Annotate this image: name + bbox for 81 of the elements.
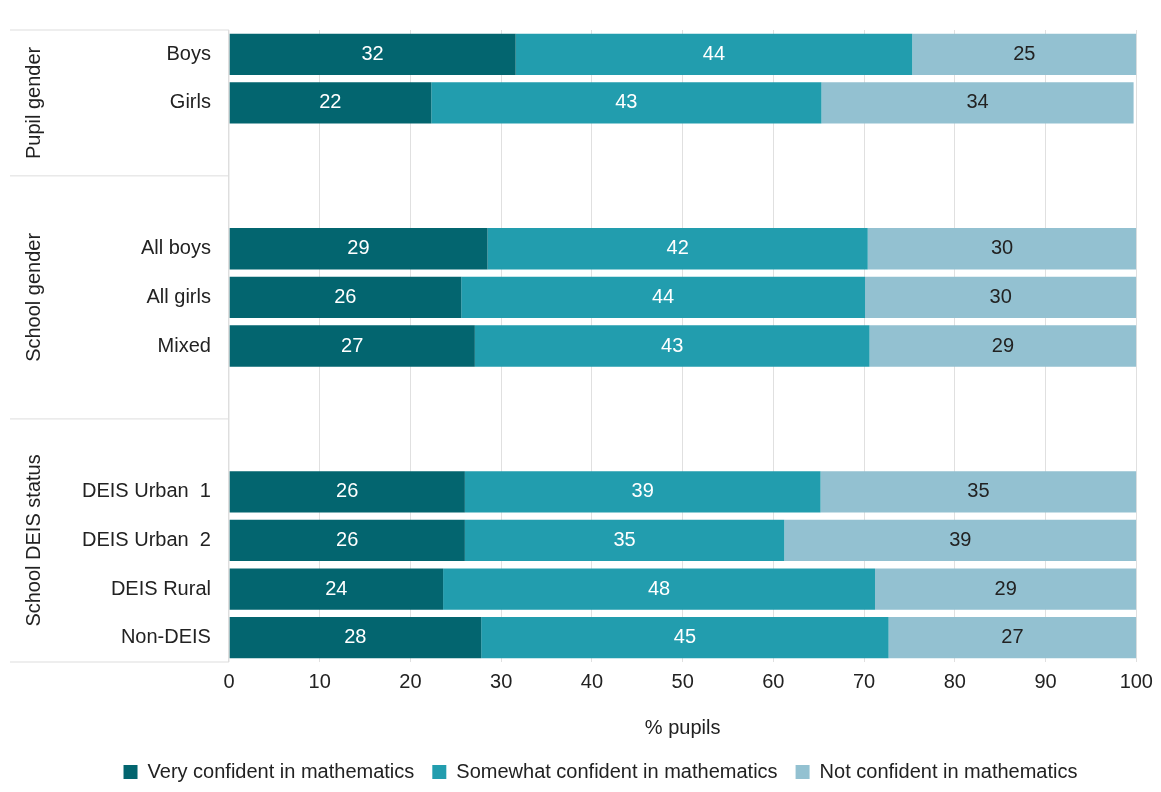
x-tick-label: 10 xyxy=(308,669,331,692)
data-label: 29 xyxy=(991,333,1015,356)
data-label: 48 xyxy=(647,576,671,599)
data-label: 25 xyxy=(1013,41,1036,64)
bar xyxy=(515,33,913,75)
bar xyxy=(229,568,444,610)
x-tick-label: 70 xyxy=(852,669,876,692)
y-tick-label: Mixed xyxy=(157,333,211,356)
legend-label: Very confident in mathematics xyxy=(147,759,415,782)
y-tick-label: All boys xyxy=(140,236,211,259)
bar xyxy=(821,82,1134,124)
legend-label: Not confident in mathematics xyxy=(819,759,1078,782)
bar xyxy=(229,228,488,270)
bar xyxy=(229,325,475,367)
data-label: 27 xyxy=(1001,625,1024,648)
data-label: 43 xyxy=(615,90,638,113)
x-tick-label: 60 xyxy=(762,669,785,692)
data-label: 24 xyxy=(325,576,348,599)
data-label: 29 xyxy=(347,236,370,259)
bar xyxy=(865,276,1137,319)
bar xyxy=(229,617,482,659)
bar xyxy=(481,617,889,659)
data-label: 43 xyxy=(661,333,684,356)
x-tick-label: 90 xyxy=(1034,669,1057,692)
data-label: 26 xyxy=(336,527,359,550)
bar xyxy=(867,228,1137,270)
text: Pupil gender xyxy=(21,46,44,160)
data-label: 32 xyxy=(361,41,384,64)
x-tick-label: 80 xyxy=(943,669,966,692)
bar xyxy=(229,82,432,124)
y-tick-label: DEIS Rural xyxy=(110,576,211,599)
bar xyxy=(474,325,870,367)
data-label: 39 xyxy=(949,527,972,550)
data-label: 30 xyxy=(989,284,1012,307)
y-tick-label: DEIS Urban 2 xyxy=(81,527,211,550)
y-tick-label: DEIS Urban 1 xyxy=(81,479,211,502)
bar xyxy=(461,276,866,319)
x-tick-label: 40 xyxy=(580,669,604,692)
text: School DEIS status xyxy=(21,454,44,627)
bar xyxy=(229,519,465,562)
x-tick-label: 20 xyxy=(399,669,422,692)
bar xyxy=(874,568,1137,610)
x-tick-label: 30 xyxy=(490,669,513,692)
data-label: 42 xyxy=(666,236,689,259)
bar xyxy=(784,519,1137,562)
y-tick-label: Boys xyxy=(166,41,211,64)
bar xyxy=(431,82,822,124)
bar xyxy=(229,471,465,513)
data-label: 22 xyxy=(319,90,342,113)
bar xyxy=(464,471,821,513)
bar xyxy=(888,617,1137,659)
y-tick-label: All girls xyxy=(146,284,211,307)
bar xyxy=(487,228,868,270)
data-label: 45 xyxy=(673,625,697,648)
data-label: 35 xyxy=(613,527,636,550)
y-tick-label: Girls xyxy=(169,90,211,113)
bar xyxy=(443,568,875,610)
data-label: 44 xyxy=(702,41,726,64)
data-label: 29 xyxy=(994,576,1017,599)
data-label: 27 xyxy=(341,333,364,356)
bar xyxy=(869,325,1137,367)
x-axis-title: % pupils xyxy=(644,715,721,738)
data-label: 28 xyxy=(344,625,367,648)
bar xyxy=(229,33,516,75)
data-label: 44 xyxy=(652,284,675,307)
legend-label: Somewhat confident in mathematics xyxy=(456,759,778,782)
data-label: 30 xyxy=(990,236,1014,259)
data-label: 35 xyxy=(967,479,990,502)
x-tick-label: 0 xyxy=(223,669,235,692)
bar xyxy=(229,276,462,319)
bar xyxy=(820,471,1137,513)
bar xyxy=(464,519,785,562)
bar xyxy=(912,33,1137,75)
y-tick-label: Non-DEIS xyxy=(120,625,211,648)
data-label: 26 xyxy=(336,479,359,502)
data-label: 26 xyxy=(334,284,357,307)
text: School gender xyxy=(21,232,44,362)
x-tick-label: 100 xyxy=(1119,669,1153,692)
data-label: 34 xyxy=(966,90,989,113)
x-tick-label: 50 xyxy=(671,669,694,692)
data-label: 39 xyxy=(631,479,654,502)
